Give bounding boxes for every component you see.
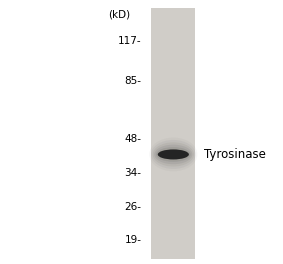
Text: Tyrosinase: Tyrosinase [204, 148, 266, 161]
Text: 85-: 85- [125, 76, 142, 86]
Text: 117-: 117- [118, 36, 142, 46]
Text: 48-: 48- [125, 134, 142, 144]
Ellipse shape [151, 140, 196, 169]
Ellipse shape [158, 149, 189, 159]
Ellipse shape [153, 142, 194, 167]
Text: 26-: 26- [125, 202, 142, 212]
Bar [151, 8, 195, 259]
Text: 19-: 19- [125, 235, 142, 245]
Ellipse shape [155, 145, 192, 164]
Text: 34-: 34- [125, 168, 142, 178]
Ellipse shape [156, 147, 191, 162]
Text: (kD): (kD) [108, 9, 130, 19]
